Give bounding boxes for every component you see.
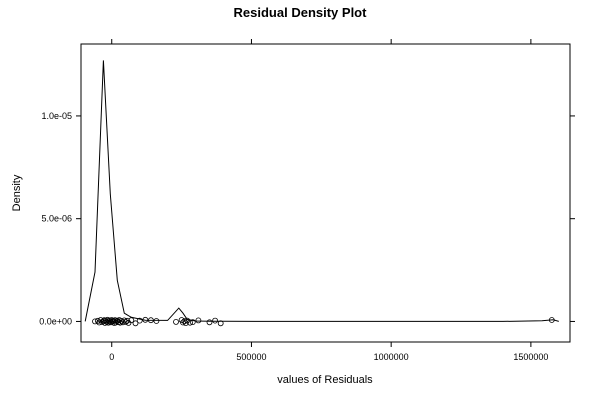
- y-tick-label-2: 1.0e-05: [41, 111, 72, 121]
- residual-point: [121, 317, 128, 324]
- residual-point: [153, 318, 160, 324]
- y-axis: 0.0e+00 5.0e-06 1.0e-05: [39, 111, 575, 326]
- residual-point: [100, 318, 107, 325]
- residual-point: [142, 316, 149, 323]
- x-axis-label: values of Residuals: [277, 374, 373, 386]
- residual-point: [195, 317, 202, 324]
- residual-point: [136, 317, 143, 324]
- residual-point: [118, 318, 125, 324]
- residual-point: [132, 320, 139, 327]
- y-tick-label-0: 0.0e+00: [39, 316, 72, 326]
- residual-point: [212, 317, 219, 324]
- residual-point: [548, 317, 555, 323]
- chart-title: Residual Density Plot: [234, 5, 368, 20]
- residual-point: [94, 317, 101, 324]
- residual-point: [206, 319, 213, 326]
- x-tick-label-3: 1500000: [513, 352, 548, 362]
- residual-point: [187, 319, 193, 326]
- y-tick-label-1: 5.0e-06: [41, 214, 72, 224]
- residual-point: [122, 318, 129, 325]
- x-tick-label-2: 1000000: [374, 352, 409, 362]
- x-axis: 0 500000 1000000 1500000: [109, 39, 548, 362]
- x-tick-label-0: 0: [109, 352, 114, 362]
- residual-point: [128, 317, 135, 324]
- residual-point: [147, 317, 154, 324]
- plot-frame: [80, 43, 571, 343]
- residual-point: [173, 318, 179, 325]
- residual-point: [217, 320, 224, 327]
- density-curve: [84, 60, 559, 322]
- series-layer: [84, 60, 559, 327]
- residual-point: [92, 318, 98, 325]
- x-tick-label-1: 500000: [236, 352, 266, 362]
- residual-point: [106, 318, 113, 324]
- y-axis-label: Density: [11, 174, 23, 211]
- residual-point: [189, 319, 196, 326]
